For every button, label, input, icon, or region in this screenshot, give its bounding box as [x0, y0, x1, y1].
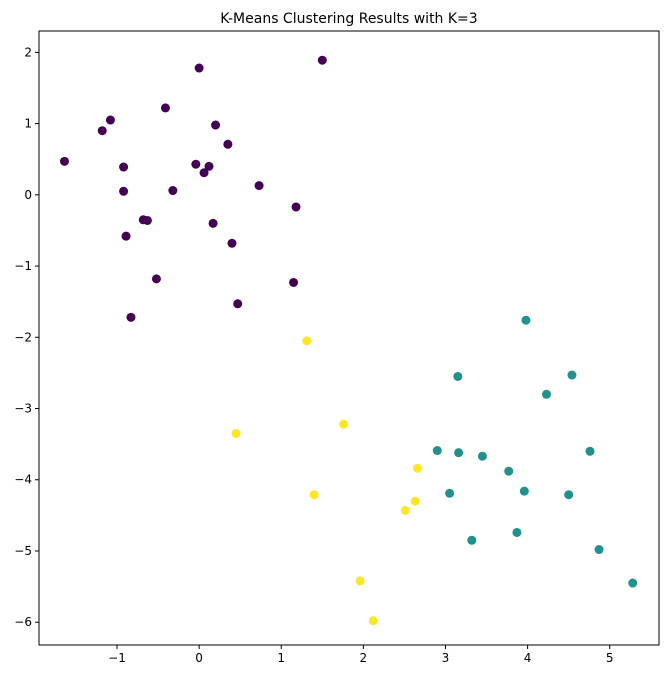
cluster-2-point-1 [231, 428, 241, 438]
cluster-1-point-15 [628, 578, 638, 588]
cluster-0-point-17 [142, 215, 152, 225]
y-tick-label: −5 [14, 544, 32, 558]
cluster-0-point-23 [233, 299, 243, 309]
y-tick-label: −2 [14, 330, 32, 344]
cluster-0-point-8 [119, 162, 129, 172]
y-tick-label: −4 [14, 473, 32, 487]
cluster-0-point-22 [289, 277, 299, 287]
cluster-0-point-3 [105, 115, 115, 125]
cluster-0-point-5 [211, 120, 221, 130]
cluster-1-point-13 [467, 535, 477, 545]
cluster-0-point-18 [208, 218, 218, 228]
x-tick-label: 3 [442, 651, 450, 665]
cluster-0-point-15 [291, 202, 301, 212]
cluster-0-point-6 [223, 139, 233, 149]
cluster-2-point-0 [302, 336, 312, 346]
chart-title: K-Means Clustering Results with K=3 [220, 11, 477, 27]
cluster-1-point-7 [585, 446, 595, 456]
cluster-1-point-12 [512, 527, 522, 537]
x-tick-label: −1 [108, 651, 126, 665]
cluster-1-point-11 [564, 490, 574, 500]
y-tick-label: 0 [24, 188, 32, 202]
cluster-0-point-11 [199, 168, 209, 178]
cluster-1-point-8 [504, 466, 514, 476]
cluster-0-point-24 [126, 312, 136, 322]
y-tick-label: −1 [14, 259, 32, 273]
x-tick-label: 4 [524, 651, 532, 665]
x-tick-label: 5 [606, 651, 614, 665]
y-tick-label: 2 [24, 45, 32, 59]
cluster-1-point-1 [453, 371, 463, 381]
y-tick-label: 1 [24, 117, 32, 131]
y-tick-label: −6 [14, 615, 32, 629]
cluster-2-point-4 [309, 490, 319, 500]
cluster-1-point-6 [477, 451, 487, 461]
cluster-0-point-12 [254, 181, 264, 191]
cluster-1-point-14 [594, 545, 604, 555]
cluster-2-point-6 [400, 505, 410, 515]
cluster-2-point-2 [339, 419, 349, 429]
cluster-0-point-19 [121, 231, 131, 241]
cluster-1-point-9 [445, 488, 455, 498]
x-tick-label: 2 [360, 651, 368, 665]
cluster-0-point-1 [317, 55, 327, 65]
cluster-1-point-4 [432, 446, 442, 456]
cluster-0-point-21 [151, 274, 161, 284]
cluster-1-point-2 [567, 370, 577, 380]
cluster-2-point-5 [410, 496, 420, 506]
cluster-2-point-3 [413, 463, 423, 473]
data-points [59, 55, 638, 626]
cluster-1-point-10 [519, 486, 529, 496]
y-tick-label: −3 [14, 402, 32, 416]
cluster-0-point-13 [119, 186, 129, 196]
cluster-1-point-3 [542, 389, 551, 399]
cluster-0-point-14 [168, 186, 178, 196]
cluster-1-point-5 [454, 448, 464, 458]
cluster-0-point-10 [204, 161, 214, 171]
cluster-0-point-2 [160, 103, 170, 113]
cluster-2-point-8 [368, 616, 378, 626]
cluster-2-point-7 [355, 576, 365, 586]
x-axis: −1 0 1 2 3 4 5 [108, 645, 614, 665]
cluster-0-point-0 [194, 63, 204, 73]
cluster-0-point-20 [227, 238, 237, 248]
cluster-0-point-4 [97, 126, 107, 136]
x-tick-label: 0 [195, 651, 203, 665]
cluster-0-point-7 [59, 156, 69, 166]
plot-frame [38, 30, 660, 646]
cluster-1-point-0 [521, 315, 531, 325]
cluster-0-point-9 [191, 159, 201, 169]
x-tick-label: 1 [277, 651, 285, 665]
y-axis: 2 1 0 −1 −2 −3 −4 −5 −6 [14, 45, 39, 629]
